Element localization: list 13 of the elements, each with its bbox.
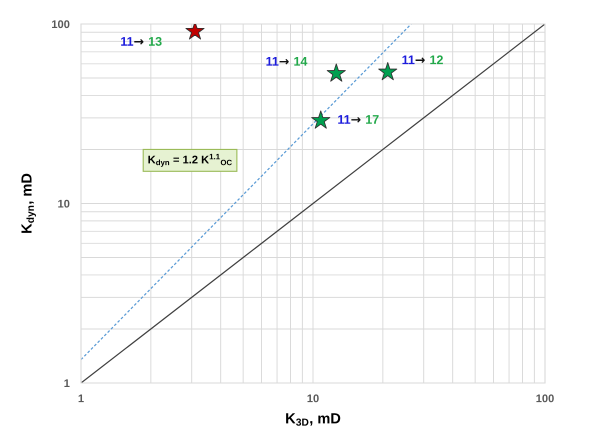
y-tick-label: 10 bbox=[58, 200, 70, 208]
y-axis-title: K$_{dyn}$, mD bbox=[21, 174, 36, 233]
x-tick-label: 10 bbox=[308, 394, 319, 402]
x-tick-label: 100 bbox=[536, 394, 554, 402]
annotation: 11→ 13 bbox=[121, 36, 162, 46]
y-tick-label: 100 bbox=[52, 20, 70, 28]
annotation: K$_{dyn}$ = 1.2 K$^{1.1}$$_{OC}$ bbox=[148, 154, 232, 167]
annotation: 11→ 12 bbox=[402, 55, 443, 64]
y-tick-label: 1 bbox=[64, 379, 70, 388]
annotation: 11→ 14 bbox=[266, 57, 308, 66]
x-axis-title: K$_{3D}$, mD bbox=[286, 413, 340, 426]
annotation: 11→ 17 bbox=[338, 115, 379, 124]
x-tick-label: 1 bbox=[78, 394, 84, 402]
